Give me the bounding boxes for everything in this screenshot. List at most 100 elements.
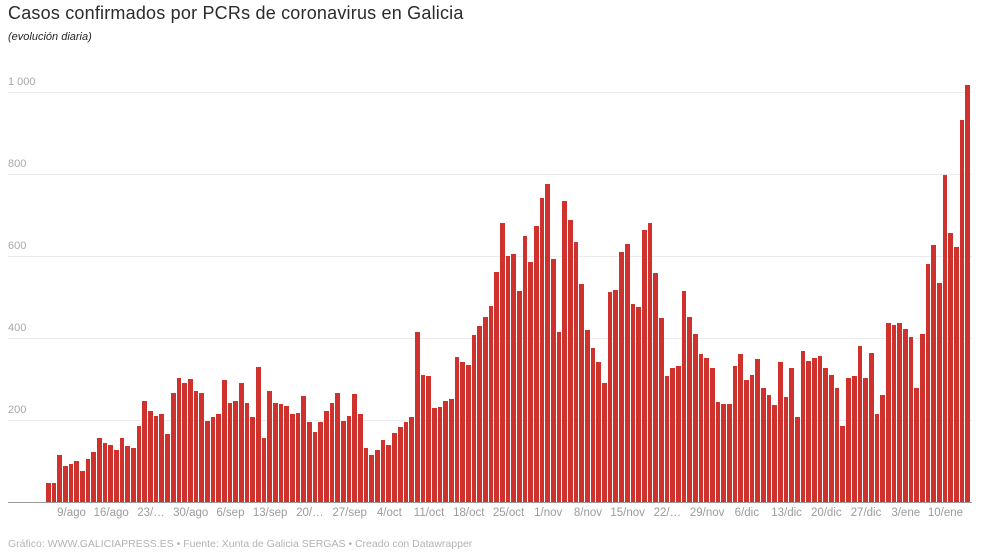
bar[interactable]	[290, 414, 295, 502]
bar[interactable]	[108, 444, 114, 502]
bar[interactable]	[369, 454, 375, 502]
bar[interactable]	[556, 331, 562, 502]
bar[interactable]	[670, 367, 675, 502]
bar[interactable]	[885, 323, 891, 502]
bar[interactable]	[159, 414, 165, 502]
bar[interactable]	[891, 325, 897, 502]
bar[interactable]	[749, 374, 755, 502]
bar[interactable]	[846, 378, 851, 502]
bar[interactable]	[346, 415, 352, 502]
bar[interactable]	[919, 333, 925, 502]
bar[interactable]	[420, 374, 426, 502]
bar[interactable]	[119, 438, 125, 502]
bar[interactable]	[85, 458, 91, 502]
bar[interactable]	[193, 391, 199, 502]
bar[interactable]	[823, 367, 829, 502]
bar[interactable]	[176, 378, 182, 502]
bar[interactable]	[528, 261, 534, 502]
bar[interactable]	[545, 183, 551, 502]
bar[interactable]	[726, 403, 732, 502]
bar[interactable]	[687, 316, 692, 502]
bar[interactable]	[613, 290, 619, 502]
bar[interactable]	[539, 198, 545, 502]
bar[interactable]	[97, 438, 102, 502]
bar[interactable]	[681, 291, 687, 502]
bar[interactable]	[284, 405, 289, 502]
bar[interactable]	[397, 427, 403, 502]
bar[interactable]	[295, 412, 301, 502]
bar[interactable]	[499, 222, 505, 502]
bar[interactable]	[238, 382, 244, 502]
bar[interactable]	[255, 366, 261, 502]
bar[interactable]	[312, 432, 318, 502]
bar[interactable]	[301, 396, 307, 502]
bar[interactable]	[227, 402, 233, 502]
bar[interactable]	[778, 362, 783, 502]
bar[interactable]	[261, 438, 267, 502]
bar[interactable]	[182, 382, 187, 502]
bar[interactable]	[375, 449, 380, 502]
bar[interactable]	[931, 244, 936, 502]
bar[interactable]	[562, 200, 568, 502]
bar[interactable]	[358, 414, 363, 502]
bar[interactable]	[647, 222, 653, 502]
bar[interactable]	[863, 378, 868, 502]
bar[interactable]	[953, 246, 959, 502]
bar[interactable]	[704, 357, 709, 502]
bar[interactable]	[114, 449, 119, 502]
bar[interactable]	[136, 425, 142, 502]
bar[interactable]	[636, 307, 641, 502]
bar[interactable]	[363, 448, 369, 502]
bar[interactable]	[834, 388, 840, 502]
bar[interactable]	[505, 255, 511, 502]
bar[interactable]	[216, 414, 221, 502]
bar[interactable]	[380, 440, 386, 502]
bar[interactable]	[153, 415, 159, 502]
bar[interactable]	[709, 367, 715, 502]
bar[interactable]	[812, 357, 817, 502]
bar[interactable]	[51, 482, 57, 502]
bar[interactable]	[250, 417, 255, 502]
bar[interactable]	[590, 348, 596, 502]
bar[interactable]	[46, 482, 51, 502]
bar[interactable]	[210, 417, 216, 502]
bar[interactable]	[766, 394, 772, 502]
bar[interactable]	[409, 417, 414, 502]
bar[interactable]	[624, 244, 630, 502]
bar[interactable]	[715, 401, 721, 502]
bar[interactable]	[772, 405, 778, 502]
bar[interactable]	[443, 401, 448, 502]
bar[interactable]	[307, 422, 312, 502]
bar[interactable]	[641, 230, 647, 502]
bar[interactable]	[755, 359, 761, 502]
bar[interactable]	[698, 354, 704, 502]
bar[interactable]	[488, 305, 494, 502]
bar[interactable]	[851, 376, 857, 502]
bar[interactable]	[448, 399, 454, 502]
bar[interactable]	[454, 356, 460, 502]
bar[interactable]	[653, 272, 658, 502]
bar[interactable]	[170, 392, 176, 502]
bar[interactable]	[494, 272, 499, 502]
bar[interactable]	[477, 325, 482, 502]
bar[interactable]	[244, 402, 250, 502]
bar[interactable]	[392, 433, 397, 502]
bar[interactable]	[142, 401, 148, 502]
bar[interactable]	[692, 333, 698, 502]
bar[interactable]	[585, 330, 590, 502]
bar[interactable]	[74, 461, 80, 502]
bar[interactable]	[341, 420, 346, 502]
bar[interactable]	[817, 355, 823, 502]
bar[interactable]	[675, 366, 681, 502]
bar[interactable]	[324, 410, 329, 502]
bar[interactable]	[551, 259, 556, 502]
bar[interactable]	[868, 352, 874, 502]
bar[interactable]	[630, 303, 636, 502]
bar[interactable]	[272, 402, 278, 502]
bar[interactable]	[80, 471, 85, 502]
bar[interactable]	[199, 392, 204, 502]
bar[interactable]	[568, 220, 573, 502]
bar[interactable]	[148, 410, 153, 502]
bar[interactable]	[471, 335, 477, 502]
bar[interactable]	[721, 403, 726, 502]
